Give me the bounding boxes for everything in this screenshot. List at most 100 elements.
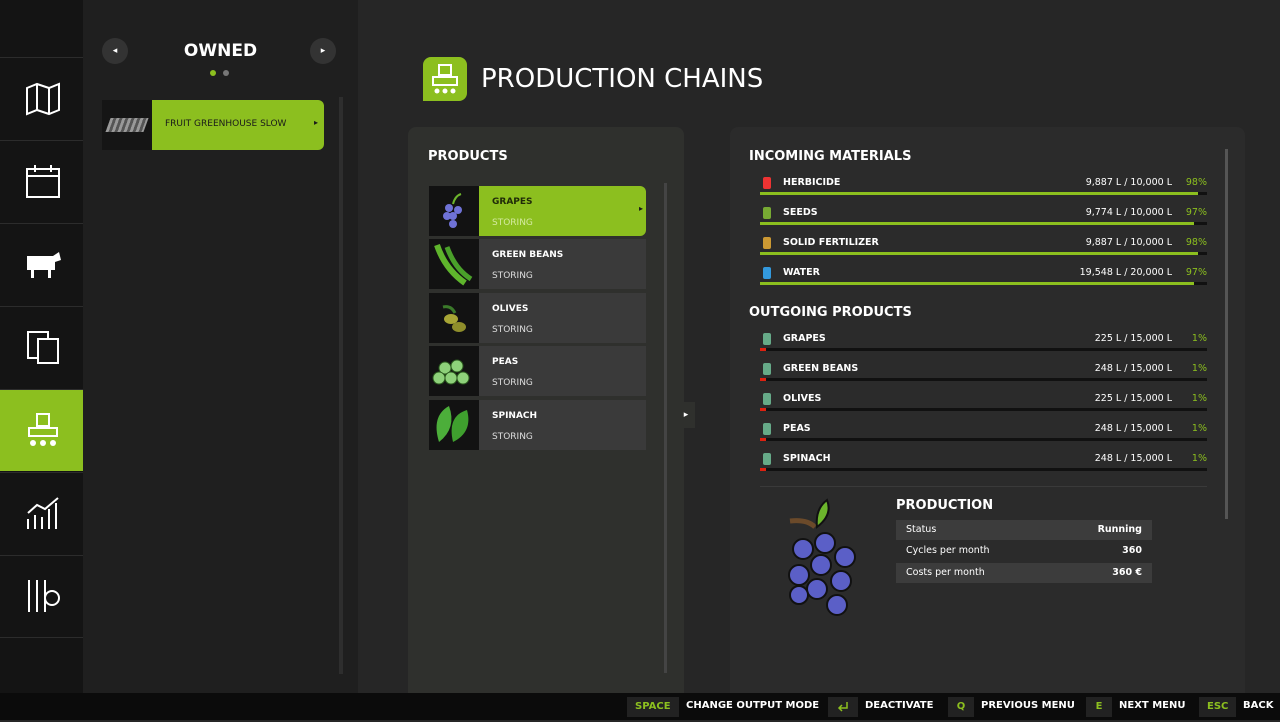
product-body: PEAS STORING — [479, 346, 646, 397]
product-name: GREEN BEANS — [492, 250, 564, 261]
greenhouse-img — [105, 118, 149, 132]
nav-calendar[interactable] — [0, 140, 83, 222]
material-name: OLIVES — [783, 393, 822, 404]
fill-bar — [760, 222, 1194, 225]
expand-arrow[interactable]: ▸ — [677, 402, 695, 428]
item-arrow: ▸ — [639, 204, 644, 213]
details-panel: INCOMING MATERIALS OUTGOING PRODUCTS PRO… — [730, 127, 1245, 693]
material-percent: 98% — [1185, 177, 1207, 188]
material-icon — [763, 393, 771, 405]
fill-bar — [760, 408, 766, 411]
key-hint[interactable]: ESC — [1199, 697, 1237, 717]
owned-item[interactable]: FRUIT GREENHOUSE SLOW ▸ — [102, 100, 324, 150]
page-title: PRODUCTION CHAINS — [481, 64, 764, 94]
material-icon — [763, 237, 771, 249]
material-name: GRAPES — [783, 333, 826, 344]
prev-arrow[interactable]: ◂ — [102, 38, 128, 64]
material-amount: 248 L / 15,000 L — [1094, 363, 1172, 374]
key-hint[interactable]: SPACE — [627, 697, 679, 717]
nav-contracts[interactable] — [0, 306, 83, 388]
bar-track — [760, 408, 1207, 411]
enter-icon — [837, 702, 848, 712]
product-name: SPINACH — [492, 410, 538, 421]
material-name: SOLID FERTILIZER — [783, 237, 879, 248]
material-icon — [763, 333, 771, 345]
incoming-heading: INCOMING MATERIALS — [749, 149, 912, 164]
product-body: OLIVES STORING — [479, 292, 646, 343]
nav-stats[interactable] — [0, 472, 83, 554]
products-panel: PRODUCTS GRAPES STORING ▸ GREEN BEANS STORIN… — [408, 127, 684, 693]
cow-icon — [27, 252, 61, 278]
product-name: GRAPES — [492, 197, 533, 207]
page-dot — [210, 70, 216, 76]
row-value: 360 — [1122, 545, 1142, 557]
product-thumb — [429, 186, 479, 236]
key-hint[interactable] — [828, 697, 858, 717]
key-label: BACK — [1243, 700, 1274, 711]
nav-settings[interactable] — [0, 555, 83, 638]
bar-track — [760, 438, 1207, 441]
nav-production[interactable] — [0, 389, 83, 471]
fill-bar — [760, 252, 1199, 255]
production-row: Costs per month 360 € — [896, 562, 1152, 583]
footer: SPACE CHANGE OUTPUT MODE DEACTIVATE Q PREVIO… — [0, 693, 1280, 720]
material-amount: 9,774 L / 10,000 L — [1085, 207, 1172, 218]
product-name: PEAS — [492, 357, 519, 368]
material-amount: 248 L / 15,000 L — [1094, 453, 1172, 464]
row-label: Cycles per month — [906, 545, 990, 557]
fill-bar — [760, 378, 766, 381]
production-icon — [28, 413, 58, 446]
material-icon — [763, 453, 771, 465]
calendar-icon — [26, 165, 60, 198]
material-percent: 97% — [1185, 267, 1207, 278]
material-name: PEAS — [783, 423, 811, 434]
material-amount: 19,548 L / 20,000 L — [1079, 267, 1172, 278]
title-icon — [423, 57, 467, 101]
scrollbar — [664, 183, 667, 673]
material-icon — [763, 267, 771, 279]
material-name: WATER — [783, 267, 820, 278]
product-item[interactable]: SPINACH STORING — [429, 399, 646, 450]
product-item[interactable]: GRAPES STORING ▸ — [429, 186, 646, 236]
product-status: STORING — [492, 324, 533, 335]
product-icon — [443, 193, 462, 228]
map-icon — [26, 82, 60, 116]
key-label: NEXT MENU — [1119, 700, 1186, 711]
product-icon — [442, 304, 466, 332]
key-hint[interactable]: E — [1086, 697, 1112, 717]
row-label: Costs per month — [906, 566, 985, 578]
material-percent: 1% — [1191, 393, 1207, 404]
production-icon — [432, 64, 458, 94]
row-label: Status — [906, 524, 937, 535]
item-name: FRUIT GREENHOUSE SLOW — [165, 119, 287, 129]
material-amount: 9,887 L / 10,000 L — [1085, 177, 1172, 188]
material-percent: 1% — [1191, 363, 1207, 374]
nav-map[interactable] — [0, 57, 83, 139]
material-amount: 248 L / 15,000 L — [1094, 423, 1172, 434]
next-arrow[interactable]: ▸ — [310, 38, 336, 64]
product-item[interactable]: GREEN BEANS STORING — [429, 239, 646, 290]
product-body: SPINACH STORING — [479, 399, 646, 450]
bar-track — [760, 468, 1207, 471]
divider — [760, 486, 1207, 487]
product-thumb — [429, 399, 479, 450]
material-icon — [763, 177, 771, 189]
product-item[interactable]: PEAS STORING — [429, 346, 646, 397]
nav-bar — [0, 0, 83, 693]
row-value: 360 € — [1112, 566, 1142, 578]
product-item[interactable]: OLIVES STORING — [429, 292, 646, 343]
material-percent: 1% — [1191, 453, 1207, 464]
grapes-image — [788, 498, 856, 616]
key-hint[interactable]: Q — [948, 697, 974, 717]
key-label: DEACTIVATE — [865, 700, 934, 711]
product-status: STORING — [492, 271, 533, 282]
product-icon — [432, 359, 470, 385]
item-arrow: ▸ — [314, 118, 319, 127]
fill-bar — [760, 468, 766, 471]
key-label: CHANGE OUTPUT MODE — [686, 700, 820, 711]
material-icon — [763, 363, 771, 375]
material-amount: 9,887 L / 10,000 L — [1085, 237, 1172, 248]
nav-animals[interactable] — [0, 223, 83, 305]
product-name: OLIVES — [492, 303, 529, 314]
